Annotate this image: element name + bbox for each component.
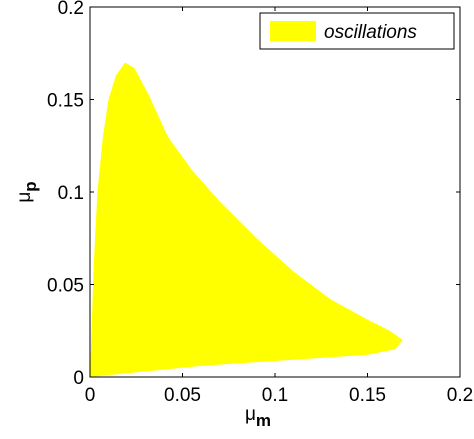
y-tick-label: 0.2: [58, 0, 84, 19]
x-tick-label: 0.15: [349, 385, 386, 406]
y-tick-label: 0: [73, 368, 84, 389]
legend-swatch: [270, 21, 316, 41]
area: [90, 62, 403, 377]
y-tick-label: 0.1: [58, 183, 84, 204]
x-tick-label: 0.2: [447, 385, 473, 406]
y-tick-label: 0.15: [47, 91, 84, 112]
x-tick-label: 0: [85, 385, 96, 406]
x-tick-label: 0.05: [164, 385, 201, 406]
x-axis-label: μm: [245, 404, 271, 430]
x-tick-label: 0.1: [262, 385, 288, 406]
x-label-subscript: m: [256, 411, 271, 430]
y-label-symbol: μ: [14, 192, 35, 203]
legend-label: oscillations: [324, 22, 417, 43]
y-label-subscript: p: [21, 181, 40, 191]
y-tick-label: 0.05: [47, 276, 84, 297]
y-axis-label: μp: [14, 181, 40, 202]
x-label-symbol: μ: [245, 404, 256, 425]
